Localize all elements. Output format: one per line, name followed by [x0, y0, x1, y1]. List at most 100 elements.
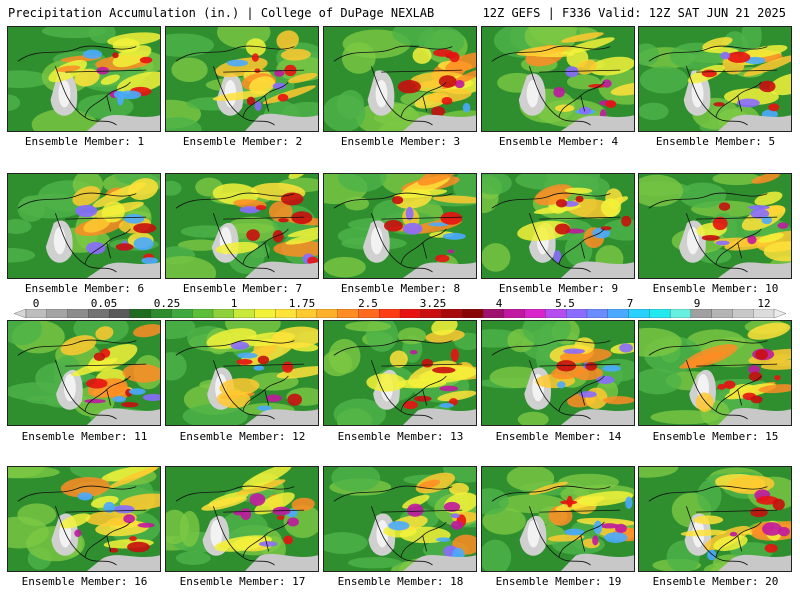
colorbar-swatch — [628, 309, 650, 318]
precip-map-image — [166, 174, 318, 278]
colorbar-swatch — [420, 309, 443, 318]
colorbar-swatch — [732, 309, 754, 318]
colorbar-tick-label: 0.05 — [90, 297, 118, 310]
ensemble-member-map — [7, 320, 161, 426]
colorbar-swatch — [462, 309, 484, 318]
ensemble-member-map — [638, 173, 792, 279]
ensemble-member-label: Ensemble Member: 1 — [24, 135, 145, 148]
colorbar-swatch — [545, 309, 567, 318]
colorbar-swatch — [524, 309, 547, 318]
colorbar-swatch — [649, 309, 671, 318]
ensemble-member-map — [481, 26, 635, 132]
ensemble-member-label: Ensemble Member: 10 — [652, 282, 779, 295]
ensemble-member-label: Ensemble Member: 20 — [652, 575, 779, 588]
colorbar-tick-label: 1.75 — [288, 297, 316, 310]
colorbar-swatch — [441, 309, 463, 318]
colorbar-tick-label: 3.25 — [419, 297, 447, 310]
colorbar-lower-arrow — [14, 309, 27, 318]
precip-map-image — [639, 321, 791, 425]
colorbar-swatch — [192, 309, 214, 318]
colorbar-swatch — [275, 309, 297, 318]
ensemble-member-map — [323, 173, 477, 279]
precip-map-image — [482, 321, 634, 425]
ensemble-member-label: Ensemble Member: 13 — [337, 430, 464, 443]
ensemble-member-map — [7, 26, 161, 132]
precip-colorbar — [14, 309, 786, 318]
ensemble-member-label: Ensemble Member: 9 — [498, 282, 619, 295]
precip-map-image — [639, 174, 791, 278]
precip-map-image — [639, 467, 791, 571]
ensemble-member-label: Ensemble Member: 8 — [340, 282, 461, 295]
colorbar-swatch — [108, 309, 131, 318]
ensemble-member-map — [638, 466, 792, 572]
ensemble-member-label: Ensemble Member: 3 — [340, 135, 461, 148]
ensemble-member-map — [323, 466, 477, 572]
ensemble-member-label: Ensemble Member: 18 — [337, 575, 464, 588]
model-valid-time: 12Z GEFS | F336 Valid: 12Z SAT JUN 21 20… — [482, 6, 786, 20]
ensemble-member-map — [481, 466, 635, 572]
ensemble-member-map — [323, 320, 477, 426]
ensemble-member-map — [165, 320, 319, 426]
ensemble-member-map — [165, 173, 319, 279]
ensemble-member-label: Ensemble Member: 2 — [182, 135, 303, 148]
colorbar-swatch — [607, 309, 630, 318]
colorbar-swatch — [482, 309, 505, 318]
colorbar-tick-label: 0 — [32, 297, 40, 310]
colorbar-swatch — [566, 309, 588, 318]
precip-map-image — [166, 27, 318, 131]
colorbar-tick-label: 9 — [693, 297, 701, 310]
colorbar-tick-label: 7 — [626, 297, 634, 310]
ensemble-member-map — [481, 320, 635, 426]
precip-map-image — [482, 467, 634, 571]
precip-map-image — [639, 27, 791, 131]
ensemble-member-map — [7, 466, 161, 572]
ensemble-member-map — [638, 26, 792, 132]
colorbar-swatch — [753, 309, 775, 318]
colorbar-swatch — [399, 309, 422, 318]
ensemble-member-map — [165, 26, 319, 132]
precip-map-image — [324, 321, 476, 425]
ensemble-member-map — [7, 173, 161, 279]
colorbar-tick-label: 12 — [757, 297, 771, 310]
colorbar-tick-label: 0.25 — [153, 297, 181, 310]
colorbar-swatch — [67, 309, 89, 318]
ensemble-member-map — [165, 466, 319, 572]
ensemble-member-map — [323, 26, 477, 132]
ensemble-member-label: Ensemble Member: 17 — [179, 575, 306, 588]
precip-map-image — [8, 467, 160, 571]
precip-map-image — [8, 174, 160, 278]
ensemble-member-label: Ensemble Member: 16 — [21, 575, 148, 588]
colorbar-svg — [14, 309, 786, 318]
ensemble-member-label: Ensemble Member: 15 — [652, 430, 779, 443]
precip-map-image — [8, 27, 160, 131]
colorbar-swatch — [254, 309, 276, 318]
ensemble-member-label: Ensemble Member: 4 — [498, 135, 619, 148]
ensemble-member-label: Ensemble Member: 5 — [655, 135, 776, 148]
colorbar-tick-label: 1 — [230, 297, 238, 310]
precip-map-image — [166, 321, 318, 425]
ensemble-member-label: Ensemble Member: 7 — [182, 282, 303, 295]
ensemble-member-label: Ensemble Member: 6 — [24, 282, 145, 295]
ensemble-member-label: Ensemble Member: 19 — [495, 575, 622, 588]
precip-map-image — [324, 27, 476, 131]
colorbar-swatch — [669, 309, 692, 318]
colorbar-swatch — [171, 309, 193, 318]
colorbar-swatch — [503, 309, 526, 318]
ensemble-member-label: Ensemble Member: 14 — [495, 430, 622, 443]
colorbar-swatch — [46, 309, 69, 318]
precip-map-image — [324, 467, 476, 571]
colorbar-swatch — [586, 309, 609, 318]
colorbar-swatch — [711, 309, 734, 318]
precip-map-image — [324, 174, 476, 278]
colorbar-swatch — [212, 309, 235, 318]
colorbar-swatch — [150, 309, 173, 318]
ensemble-member-label: Ensemble Member: 12 — [179, 430, 306, 443]
precip-map-image — [166, 467, 318, 571]
colorbar-swatch — [316, 309, 339, 318]
colorbar-swatch — [690, 309, 713, 318]
header: Precipitation Accumulation (in.) | Colle… — [0, 0, 800, 24]
colorbar-tick-label: 2.5 — [358, 297, 378, 310]
colorbar-upper-arrow — [773, 309, 786, 318]
colorbar-tick-label: 5.5 — [555, 297, 575, 310]
colorbar-tick-label: 4 — [495, 297, 503, 310]
